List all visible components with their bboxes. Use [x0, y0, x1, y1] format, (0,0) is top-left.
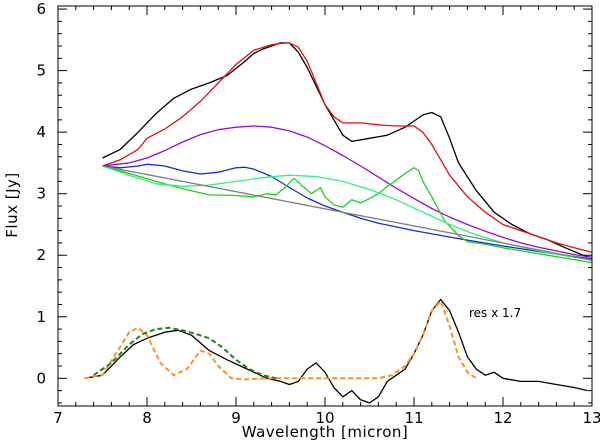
series-line-purple-component: [102, 125, 593, 258]
series-layer: [84, 42, 593, 404]
x-tick-label: 11: [404, 409, 423, 427]
x-tick-label: 8: [142, 409, 152, 427]
y-tick-label: 0: [36, 369, 46, 387]
series-line-residual: [84, 298, 588, 404]
x-tick-label: 12: [493, 409, 512, 427]
x-axis-title: Wavelength [micron]: [242, 423, 409, 441]
y-tick-label: 6: [36, 0, 46, 18]
series-line-orange-dashed: [84, 300, 477, 381]
y-tick-label: 1: [36, 308, 46, 326]
series-line-blue-component: [102, 163, 593, 260]
y-axis-title: Flux [Jy]: [3, 172, 21, 237]
y-tick-label: 2: [36, 246, 46, 264]
x-tick-label: 7: [53, 409, 63, 427]
series-line-green-component: [102, 165, 593, 264]
residual-scale-annotation: res x 1.7: [469, 306, 521, 320]
series-line-observed: [102, 42, 588, 258]
x-tick-label: 9: [231, 409, 241, 427]
series-line-continuum: [102, 165, 593, 261]
series-line-green-dashed: [93, 326, 277, 380]
x-tick-label: 10: [315, 409, 334, 427]
y-tick-label: 4: [36, 123, 46, 141]
x-tick-label: 13: [582, 409, 600, 427]
y-tick-label: 3: [36, 185, 46, 203]
series-line-light-green-component: [102, 165, 593, 261]
y-tick-label: 5: [36, 62, 46, 80]
series-line-model-total: [102, 42, 593, 253]
